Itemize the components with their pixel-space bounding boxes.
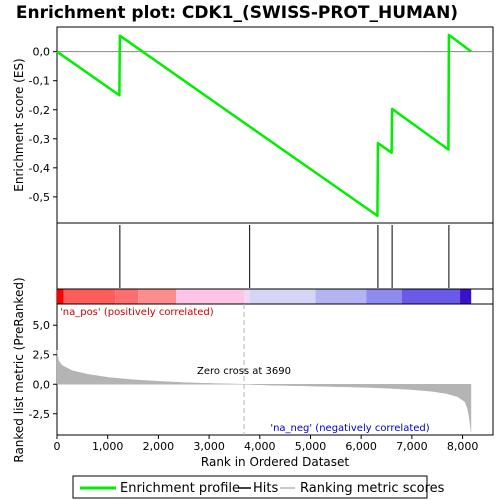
x-axis-label: Rank in Ordered Dataset bbox=[201, 455, 349, 469]
legend-label-hits: Hits bbox=[253, 481, 278, 496]
color-bar-panel bbox=[56, 288, 494, 305]
x-tick-label: 5,000 bbox=[295, 440, 327, 453]
es-panel-frame bbox=[56, 26, 494, 224]
legend: Enrichment profile Hits Ranking metric s… bbox=[72, 475, 445, 499]
metric-tick-label: 5,0 bbox=[33, 319, 51, 332]
color-bar-segment bbox=[63, 289, 116, 304]
x-tick-label: 1,000 bbox=[92, 440, 124, 453]
zero-cross-label: Zero cross at 3690 bbox=[197, 366, 291, 377]
ranking-metric-scores bbox=[56, 349, 472, 432]
color-bar-segment bbox=[315, 289, 367, 304]
x-tick-label: 3,000 bbox=[193, 440, 225, 453]
neg-label: 'na_neg' (negatively correlated) bbox=[270, 423, 429, 434]
hits-panel-frame bbox=[56, 222, 494, 290]
x-axis-ticks: 0 1,000 2,000 3,000 4,000 5,000 6,000 7,000 8,00… bbox=[54, 435, 479, 453]
es-axis-label: Enrichment score (ES) bbox=[12, 58, 26, 191]
color-bar-segment bbox=[460, 289, 472, 304]
x-tick-label: 2,000 bbox=[143, 440, 175, 453]
es-tick-label: 0,0 bbox=[33, 46, 51, 59]
color-bar-segment bbox=[176, 289, 245, 304]
es-tick-label: -0,1 bbox=[29, 75, 50, 88]
metric-tick-label: -2,5 bbox=[29, 408, 50, 421]
es-tick-label: -0,2 bbox=[29, 104, 50, 117]
color-bar-segment bbox=[115, 289, 139, 304]
x-tick-label: 6,000 bbox=[345, 440, 377, 453]
es-tick-label: -0,3 bbox=[29, 133, 50, 146]
color-bar-segment bbox=[57, 289, 64, 304]
es-tick-label: -0,4 bbox=[29, 162, 50, 175]
color-bar-segment bbox=[401, 289, 461, 304]
legend-label-metric: Ranking metric scores bbox=[300, 481, 445, 496]
metric-panel: 5,0 2,5 0,0 -2,5 'na_pos' (positively corre… bbox=[12, 277, 494, 463]
color-bar-segment bbox=[249, 289, 316, 304]
metric-panel-frame bbox=[56, 303, 494, 436]
metric-axis-ticks: 5,0 2,5 0,0 -2,5 bbox=[29, 319, 57, 421]
x-tick-label: 4,000 bbox=[244, 440, 276, 453]
enrichment-profile bbox=[56, 33, 472, 217]
chart-title: Enrichment plot: CDK1_(SWISS-PROT_HUMAN) bbox=[16, 3, 458, 23]
metric-axis-label: Ranked list metric (PreRanked) bbox=[12, 277, 26, 462]
x-tick-label: 8,000 bbox=[447, 440, 479, 453]
legend-frame bbox=[72, 475, 428, 499]
pos-label: 'na_pos' (positively correlated) bbox=[60, 307, 214, 318]
legend-label-enrichment: Enrichment profile bbox=[120, 481, 240, 496]
es-panel: 0,0 -0,1 -0,2 -0,3 -0,4 -0,5 Enrichment score… bbox=[12, 26, 494, 224]
color-bar-segment bbox=[138, 289, 177, 304]
color-bar-segments bbox=[57, 289, 472, 304]
color-bar-segment bbox=[244, 289, 250, 304]
x-tick-label: 7,000 bbox=[396, 440, 428, 453]
es-axis-ticks: 0,0 -0,1 -0,2 -0,3 -0,4 -0,5 bbox=[29, 46, 57, 204]
metric-tick-label: 0,0 bbox=[33, 378, 51, 391]
hits-panel bbox=[56, 222, 494, 290]
x-tick-label: 0 bbox=[54, 440, 61, 453]
ranking-metric-area bbox=[56, 349, 472, 432]
metric-tick-label: 2,5 bbox=[33, 349, 51, 362]
es-tick-label: -0,5 bbox=[29, 191, 50, 204]
enrichment-profile-line bbox=[56, 33, 472, 217]
color-bar-segment bbox=[366, 289, 402, 304]
hit-lines bbox=[119, 225, 450, 288]
